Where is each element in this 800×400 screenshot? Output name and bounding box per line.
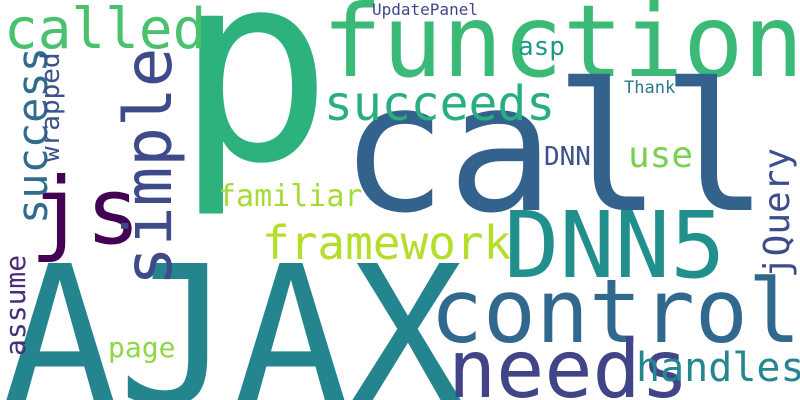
word-assume: assume xyxy=(0,254,32,356)
word-framework: framework xyxy=(262,216,512,270)
word-call: call xyxy=(340,45,769,252)
word-js: js xyxy=(30,158,141,265)
word-asp: asp xyxy=(518,32,565,62)
word-jquery: jQuery xyxy=(757,147,798,278)
word-handles: handles xyxy=(636,345,800,391)
word-function: function xyxy=(322,0,800,100)
word-familiar: familiar xyxy=(218,179,363,214)
word-use: use xyxy=(628,135,694,176)
word-wrapped: wrapped xyxy=(36,52,66,162)
word-simple: simple xyxy=(110,47,187,286)
word-page: page xyxy=(108,331,176,364)
word-ajax: AJAX xyxy=(2,226,465,400)
word-p: p xyxy=(175,0,333,221)
word-control: control xyxy=(430,260,800,363)
word-thank: Thank xyxy=(624,78,676,98)
word-succeeds: succeeds xyxy=(324,76,556,132)
word-dnn: DNN xyxy=(544,142,591,172)
word-dnn5: DNN5 xyxy=(504,192,726,299)
word-called: called xyxy=(4,0,207,62)
word-updatepanel: UpdatePanel xyxy=(372,0,478,19)
word-needs: needs xyxy=(448,323,689,400)
